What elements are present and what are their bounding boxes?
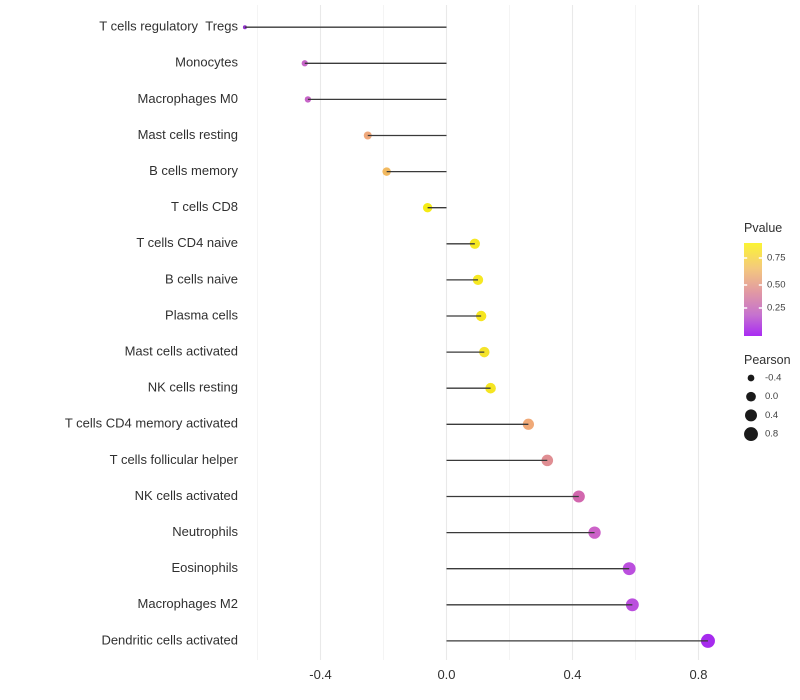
legend-pearson-dot bbox=[745, 409, 757, 422]
legend-gradient-tick bbox=[758, 307, 762, 309]
legend-gradient-tick bbox=[758, 284, 762, 286]
x-axis-tick-label: 0.8 bbox=[689, 667, 707, 682]
legend-pvalue-title: Pvalue bbox=[744, 221, 782, 235]
x-axis-tick-label: 0.0 bbox=[437, 667, 455, 682]
y-axis-label: Mast cells activated bbox=[125, 344, 238, 359]
legend-gradient-bar bbox=[744, 243, 762, 336]
y-axis-label: NK cells resting bbox=[148, 380, 238, 395]
legend-pearson-label: 0.8 bbox=[765, 429, 778, 440]
legend-pearson-label: 0.4 bbox=[765, 410, 778, 421]
y-axis-label: T cells CD4 memory activated bbox=[65, 416, 238, 431]
legend-pearson-label: -0.4 bbox=[765, 373, 781, 384]
y-axis-label: Dendritic cells activated bbox=[101, 632, 238, 647]
y-axis-label: Plasma cells bbox=[165, 307, 238, 322]
y-axis-label: T cells regulatory Tregs bbox=[99, 19, 238, 34]
y-axis-label: Macrophages M0 bbox=[138, 91, 238, 106]
y-axis-label: T cells CD4 naive bbox=[136, 235, 238, 250]
legend-pearson-title: Pearson bbox=[744, 353, 791, 367]
y-axis-label: Eosinophils bbox=[172, 560, 239, 575]
lollipop-dot bbox=[588, 526, 601, 539]
lollipop-dot bbox=[572, 490, 585, 503]
legend-pvalue-tick-label: 0.50 bbox=[767, 280, 786, 291]
x-axis-tick-label: -0.4 bbox=[309, 667, 331, 682]
y-axis-label: T cells follicular helper bbox=[110, 452, 239, 467]
legend-pvalue-tick-label: 0.75 bbox=[767, 253, 786, 264]
legend-pearson-dot bbox=[744, 427, 758, 442]
y-axis-label: B cells memory bbox=[149, 163, 238, 178]
y-axis-label: T cells CD8 bbox=[171, 199, 238, 214]
legend-pearson-dot bbox=[747, 374, 755, 382]
x-axis-tick-label: 0.4 bbox=[563, 667, 581, 682]
y-axis-label: Macrophages M2 bbox=[138, 596, 238, 611]
y-axis-label: NK cells activated bbox=[135, 488, 238, 503]
legend-gradient-tick bbox=[744, 257, 748, 259]
legend-gradient-tick bbox=[744, 284, 748, 286]
legend-pearson-dot bbox=[746, 391, 756, 402]
y-axis-label: Mast cells resting bbox=[138, 127, 238, 142]
legend-pearson-label: 0.0 bbox=[765, 391, 778, 402]
y-axis-label: Monocytes bbox=[175, 55, 238, 70]
y-axis-label: Neutrophils bbox=[172, 524, 238, 539]
legend-gradient-tick bbox=[744, 307, 748, 309]
legend-pvalue-tick-label: 0.25 bbox=[767, 303, 786, 314]
legend-gradient-tick bbox=[758, 257, 762, 259]
y-axis-label: B cells naive bbox=[165, 271, 238, 286]
